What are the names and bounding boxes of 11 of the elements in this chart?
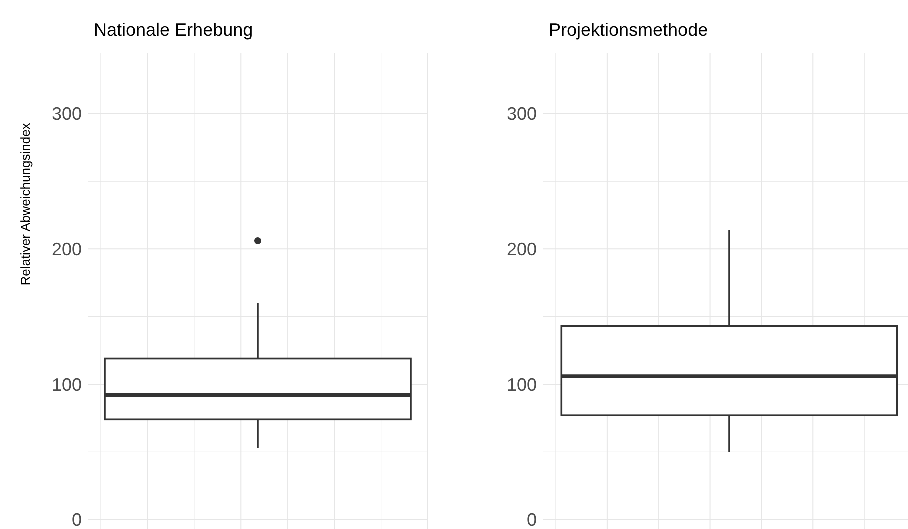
y-tick-label: 300	[506, 104, 537, 124]
y-tick-label: 100	[506, 374, 537, 395]
y-tick-label: 200	[52, 239, 82, 260]
y-tick-label: 300	[52, 104, 82, 124]
y-tick-label: 0	[72, 510, 82, 529]
y-tick-label: 100	[52, 374, 82, 395]
chart-title: Nationale Erhebung	[94, 20, 254, 40]
y-tick-label: 200	[506, 239, 537, 260]
y-axis-title: Relativer Abweichungsindex	[18, 122, 33, 286]
chart-title: Projektionsmethode	[549, 20, 708, 40]
y-tick-label: 0	[526, 510, 537, 529]
